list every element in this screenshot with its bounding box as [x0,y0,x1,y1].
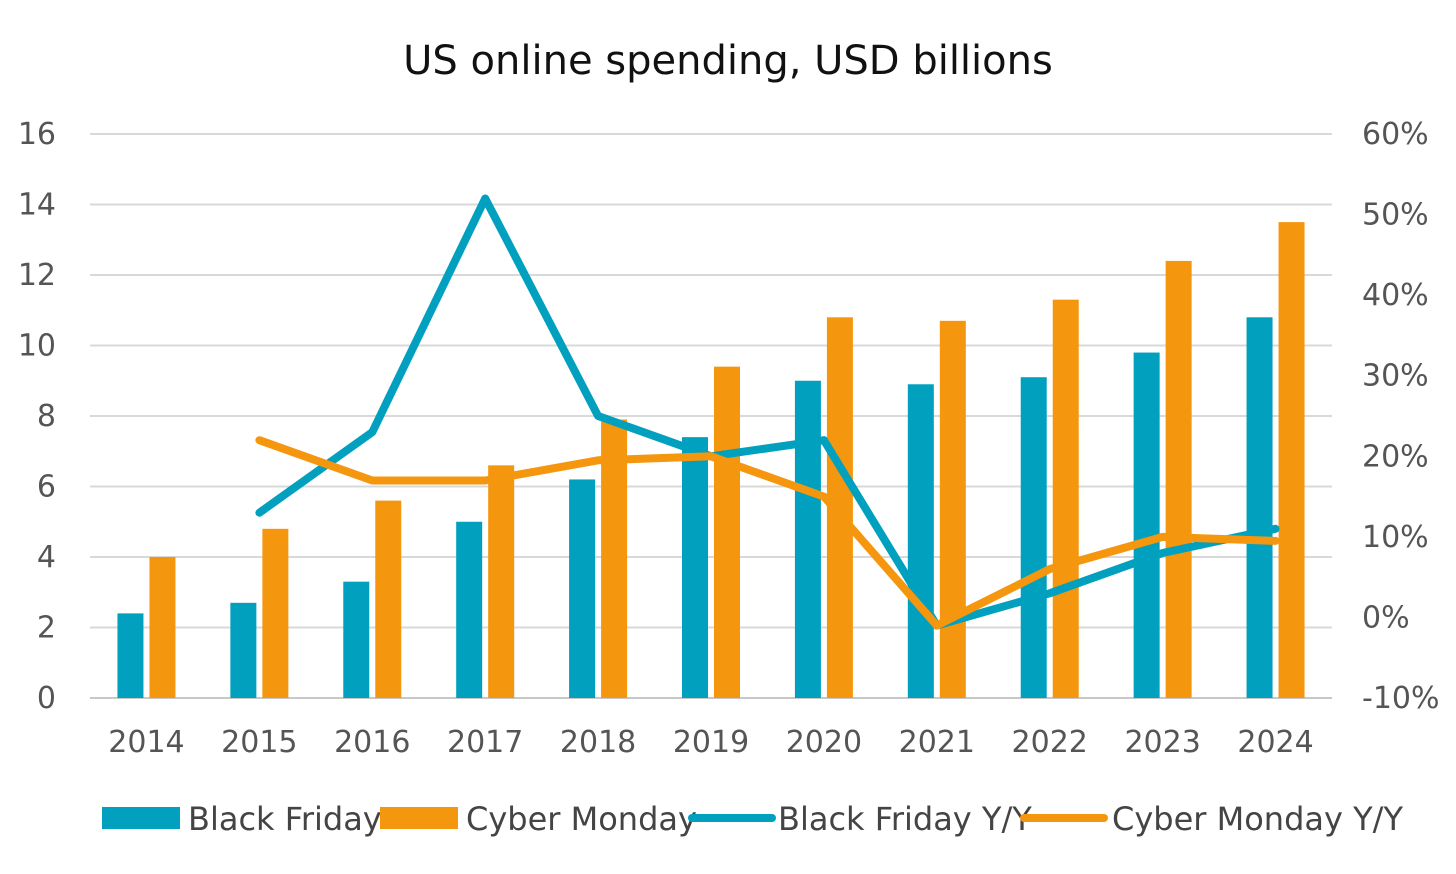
y-right-tick-label: 50% [1362,198,1429,233]
chart-title: US online spending, USD billions [403,38,1053,84]
x-axis: 2014 2015 2016 2017 2018 2019 2020 2021 2022 2023… [108,725,1313,760]
x-tick-label: 2023 [1124,725,1200,760]
x-tick-label: 2022 [1012,725,1088,760]
left-axis: 0 2 4 6 8 10 12 14 16 [18,117,56,716]
x-tick-label: 2024 [1237,725,1313,760]
bar [262,528,289,698]
bar [939,320,966,698]
series-line [255,194,1280,630]
bar [907,384,934,698]
legend-swatch [380,807,458,829]
legend-label: Cyber Monday [466,800,697,838]
y-right-tick-label: -10% [1362,681,1440,716]
legend: Black Friday Cyber Monday Black Friday Y/Y… [102,800,1403,838]
y-left-tick-label: 10 [18,329,56,364]
y-left-tick-label: 12 [18,258,56,293]
bar [569,479,596,698]
bar [1278,222,1305,698]
x-tick-label: 2021 [899,725,975,760]
y-right-tick-label: 0% [1362,600,1410,635]
x-tick-label: 2017 [447,725,523,760]
x-tick-label: 2018 [560,725,636,760]
bar [149,557,176,698]
bar [794,380,821,698]
y-left-tick-label: 8 [37,399,56,434]
bar [488,465,515,698]
y-right-tick-label: 30% [1362,359,1429,394]
series-line [255,436,1280,630]
x-tick-label: 2014 [108,725,184,760]
legend-swatch [102,807,180,829]
y-left-tick-label: 2 [37,611,56,646]
bar [117,613,144,698]
y-right-tick-label: 10% [1362,520,1429,555]
y-left-tick-label: 6 [37,470,56,505]
right-axis: -10% 0% 10% 20% 30% 40% 50% 60% [1362,117,1440,716]
y-right-tick-label: 60% [1362,117,1429,152]
bar [714,366,740,698]
bar [230,602,257,698]
bar [1246,317,1273,698]
bar [1133,352,1160,698]
y-left-tick-label: 16 [18,117,56,152]
legend-label: Black Friday Y/Y [778,800,1032,838]
bar [375,500,402,698]
bar [343,581,370,698]
bar [456,521,483,698]
y-right-tick-label: 20% [1362,439,1429,474]
y-right-tick-label: 40% [1362,278,1429,313]
y-left-tick-label: 4 [37,540,56,575]
bar [682,437,708,698]
bar [1020,377,1047,698]
y-left-tick-label: 0 [37,681,56,716]
legend-label: Black Friday [188,800,382,838]
lines-group [255,194,1280,630]
bar [1052,299,1079,698]
x-tick-label: 2020 [786,725,862,760]
legend-label: Cyber Monday Y/Y [1112,800,1403,838]
x-tick-label: 2016 [334,725,410,760]
x-tick-label: 2015 [221,725,297,760]
x-tick-label: 2019 [673,725,749,760]
bar [1165,260,1192,698]
bar [601,419,628,698]
bars-group [117,222,1305,698]
y-left-tick-label: 14 [18,188,56,223]
